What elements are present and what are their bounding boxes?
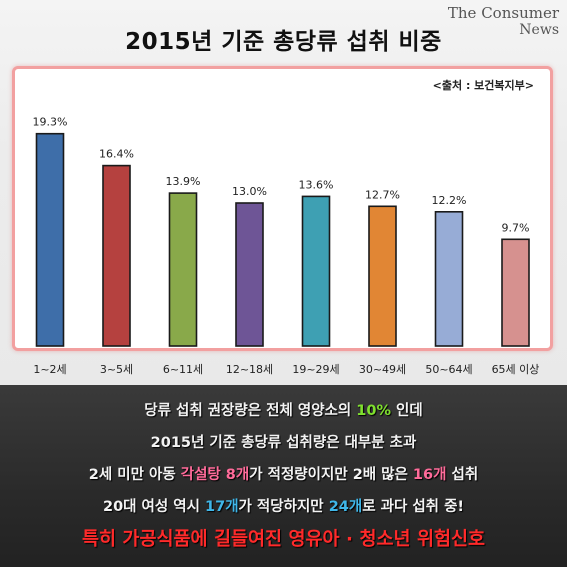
brand-line-1: The Consumer bbox=[447, 4, 559, 22]
warning-line: 특히 가공식품에 길들여진 영유아 · 청소년 위험신호 bbox=[0, 525, 567, 551]
bar-6 bbox=[368, 205, 397, 347]
page-title: 2015년 기준 총당류 섭취 비중 bbox=[125, 29, 442, 55]
note-line-3-highlight-1: 각설탕 8개 bbox=[180, 467, 250, 483]
note-line-3-highlight-2: 16개 bbox=[412, 467, 447, 483]
note-line-1-highlight: 10% bbox=[356, 403, 391, 419]
note-line-4-highlight-2: 24개 bbox=[328, 499, 363, 515]
bar-4 bbox=[235, 202, 264, 347]
x-tick-label-8: 65세 이상 bbox=[491, 363, 540, 376]
x-tick-label-1: 1~2세 bbox=[33, 363, 67, 376]
note-line-1: 당류 섭취 권장량은 전체 영양소의 10% 인데 bbox=[0, 399, 567, 420]
x-tick-label-4: 12~18세 bbox=[225, 363, 274, 376]
bar-1 bbox=[35, 132, 65, 347]
brand-logo: The Consumer News bbox=[448, 5, 559, 39]
note-line-3-text-a: 2세 미만 아동 bbox=[88, 467, 181, 483]
note-line-4-text-c: 가 적당하지만 bbox=[238, 499, 329, 515]
bar-value-label-7: 12.2% bbox=[432, 194, 467, 207]
bar-value-label-2: 16.4% bbox=[99, 148, 134, 161]
bar-5 bbox=[301, 195, 331, 347]
chart-section: 2015년 기준 총당류 섭취 비중 The Consumer News <출처… bbox=[0, 0, 567, 385]
warning-text: 특히 가공식품에 길들여진 영유아 · 청소년 위험신호 bbox=[81, 529, 486, 550]
x-tick-label-2: 3~5세 bbox=[99, 363, 134, 376]
note-line-1-text-c: 인데 bbox=[390, 403, 423, 419]
note-line-2: 2015년 기준 총당류 섭취량은 대부분 초과 bbox=[0, 431, 567, 452]
bar-3 bbox=[168, 192, 198, 347]
bar-2 bbox=[102, 164, 131, 347]
bar-8 bbox=[501, 238, 530, 347]
notes-panel: 당류 섭취 권장량은 전체 영양소의 10% 인데 2015년 기준 총당류 섭… bbox=[0, 385, 567, 567]
bar-value-label-6: 12.7% bbox=[365, 188, 400, 201]
note-line-2-text: 2015년 기준 총당류 섭취량은 대부분 초과 bbox=[150, 435, 417, 451]
bar-chart: 19.3% 16.4% 13.9% 13.0% 13.6% 12.7% 12.2% 9.7% bbox=[33, 116, 530, 347]
note-line-4-text-e: 로 과다 섭취 중! bbox=[362, 499, 465, 515]
note-line-3-text-e: 섭취 bbox=[446, 467, 479, 483]
x-tick-label-6: 30~49세 bbox=[358, 363, 407, 376]
source-label: <출처 : 보건복지부> bbox=[432, 79, 534, 92]
brand-line-2: News bbox=[519, 22, 559, 38]
note-line-4-highlight-1: 17개 bbox=[205, 499, 239, 515]
bar-value-label-5: 13.6% bbox=[299, 178, 334, 191]
note-line-1-text-a: 당류 섭취 권장량은 전체 영양소의 bbox=[144, 403, 357, 419]
x-tick-label-5: 19~29세 bbox=[292, 363, 340, 376]
x-tick-label-7: 50~64세 bbox=[425, 363, 473, 376]
note-line-3: 2세 미만 아동 각설탕 8개가 적정량이지만 2배 많은 16개 섭취 bbox=[0, 463, 567, 484]
note-line-4: 20대 여성 역시 17개가 적당하지만 24개로 과다 섭취 중! bbox=[0, 495, 567, 516]
bar-value-label-4: 13.0% bbox=[232, 185, 267, 198]
bar-value-label-3: 13.9% bbox=[166, 175, 201, 188]
note-line-3-text-c: 가 적정량이지만 2배 많은 bbox=[249, 467, 413, 483]
note-line-4-text-a: 20대 여성 역시 bbox=[102, 499, 206, 515]
bar-7 bbox=[434, 211, 464, 347]
x-tick-label-3: 6~11세 bbox=[162, 363, 204, 376]
bar-value-label-8: 9.7% bbox=[502, 221, 530, 234]
bar-value-label-1: 19.3% bbox=[33, 116, 68, 129]
x-axis-labels: 1~2세 3~5세 6~11세 12~18세 19~29세 30~49세 50~64세 65세… bbox=[0, 361, 567, 379]
